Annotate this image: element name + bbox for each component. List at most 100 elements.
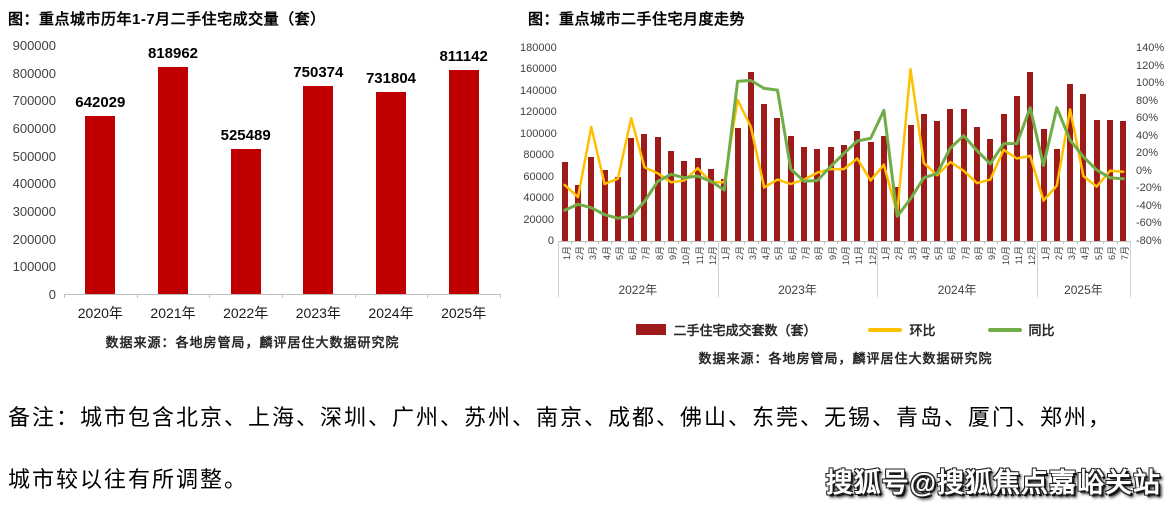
month-tick (637, 241, 639, 244)
month-tick (810, 241, 812, 244)
left-y-tick-label: 140000 (520, 84, 557, 97)
axis-tick (500, 294, 501, 298)
y-tick-label: 300000 (12, 204, 56, 219)
bar-month-10 (681, 160, 688, 241)
left-y-tick-label: 0 (547, 235, 554, 247)
bar-month-7 (641, 133, 648, 241)
month-tick (624, 241, 626, 244)
monthly-chart-plot: 180000 160000 140000 120000 100000 80000 60000… (520, 0, 1171, 398)
bar-series-label: 二手住宅成交套数（套） (673, 323, 817, 338)
month-tick (691, 241, 693, 244)
y-tick-label: 0 (48, 287, 56, 302)
month-tick (917, 241, 919, 244)
bar-month-39 (1067, 84, 1074, 241)
month-tick (983, 241, 985, 244)
month-tick (863, 241, 865, 244)
axis-tick (354, 294, 356, 298)
month-tick (943, 241, 945, 244)
bar-month-19 (801, 146, 808, 241)
x-tick-label: 2024年 (368, 305, 414, 321)
y-tick-label: 700000 (12, 93, 56, 109)
right-y-tick-label: 40% (1136, 129, 1159, 142)
bar-2025年 (448, 69, 479, 294)
axis-tick (64, 294, 65, 298)
bar-month-5 (614, 176, 621, 241)
bar-month-22 (841, 144, 847, 241)
annual-chart-source: 数据来源：各地房管局，麟评居住大数据研究院 (105, 335, 400, 350)
bar-month-37 (1040, 129, 1047, 241)
bar-2023年 (303, 86, 334, 294)
year-separator (877, 241, 879, 297)
bar-month-29 (934, 120, 941, 241)
month-tick (651, 241, 653, 244)
month-tick (584, 241, 586, 244)
month-tick (903, 241, 905, 244)
month-tick (1090, 241, 1092, 244)
bar-month-20 (814, 148, 821, 241)
bar-2024年 (376, 91, 406, 294)
month-tick (597, 241, 599, 244)
month-tick (797, 241, 799, 244)
month-tick (1103, 241, 1105, 244)
year-separator (558, 241, 559, 297)
year-separator (717, 241, 719, 297)
month-tick (890, 241, 892, 244)
monthly-chart-source: 数据来源：各地房管局，麟评居住大数据研究院 (698, 351, 993, 366)
bar-value-label: 750374 (293, 64, 344, 82)
bar-month-21 (827, 146, 834, 241)
left-y-tick-label: 20000 (523, 213, 554, 226)
y-tick-label: 100000 (12, 259, 56, 275)
year-separator (1036, 241, 1038, 297)
yoy-line-swatch (987, 327, 1022, 332)
bar-month-11 (694, 158, 701, 241)
left-y-tick-label: 120000 (520, 106, 557, 119)
bar-month-3 (588, 157, 595, 241)
bar-month-8 (654, 136, 661, 241)
bar-month-30 (947, 109, 954, 241)
month-tick (1023, 241, 1025, 244)
month-tick (704, 241, 706, 244)
bar-value-label: 731804 (365, 69, 417, 87)
month-tick (837, 241, 839, 244)
axis-tick (427, 294, 429, 298)
month-tick (957, 241, 959, 244)
left-y-tick-label: 40000 (523, 192, 554, 205)
right-y-tick-label: -60% (1136, 217, 1162, 230)
year-separator (1130, 241, 1131, 297)
right-y-tick-label: -40% (1136, 199, 1162, 212)
bar-month-6 (628, 138, 635, 241)
month-tick (1076, 241, 1078, 244)
bar-month-34 (1000, 114, 1007, 241)
bar-month-31 (960, 109, 967, 241)
y-tick-label: 800000 (12, 65, 56, 81)
month-tick (1050, 241, 1052, 244)
bar-2022年 (230, 148, 261, 294)
month-tick (1063, 241, 1065, 244)
bar-month-2 (574, 185, 581, 241)
y-tick-label: 500000 (12, 148, 56, 164)
bar-month-12 (707, 169, 714, 241)
trend-lines (563, 67, 1125, 220)
month-tick (730, 241, 732, 244)
left-y-tick-label: 180000 (520, 42, 557, 54)
axis-tick (209, 294, 211, 298)
bar-month-41 (1093, 119, 1100, 241)
x-tick-label: 2021年 (150, 305, 196, 321)
month-tick (770, 241, 772, 244)
legend-item-mom: 环比 (868, 320, 936, 339)
x-tick-label: 2025年 (441, 305, 487, 321)
note-line-2: 城市较以往有所调整。 (8, 467, 249, 492)
month-tick (824, 241, 826, 244)
left-y-tick-label: 100000 (520, 127, 557, 140)
right-y-tick-label: 20% (1136, 147, 1159, 160)
bar-series-swatch (636, 324, 667, 335)
legend-item-yoy: 同比 (987, 320, 1055, 339)
annual-chart-plot: 900000 800000 700000 600000 500000 400000 3000… (0, 0, 505, 398)
x-tick-label: 2023年 (295, 305, 341, 321)
bar-month-40 (1080, 94, 1087, 241)
month-tick (757, 241, 759, 244)
y-tick-label: 900000 (12, 38, 56, 53)
bar-month-1 (561, 161, 568, 241)
y-tick-label: 600000 (12, 121, 56, 136)
month-tick (664, 241, 666, 244)
